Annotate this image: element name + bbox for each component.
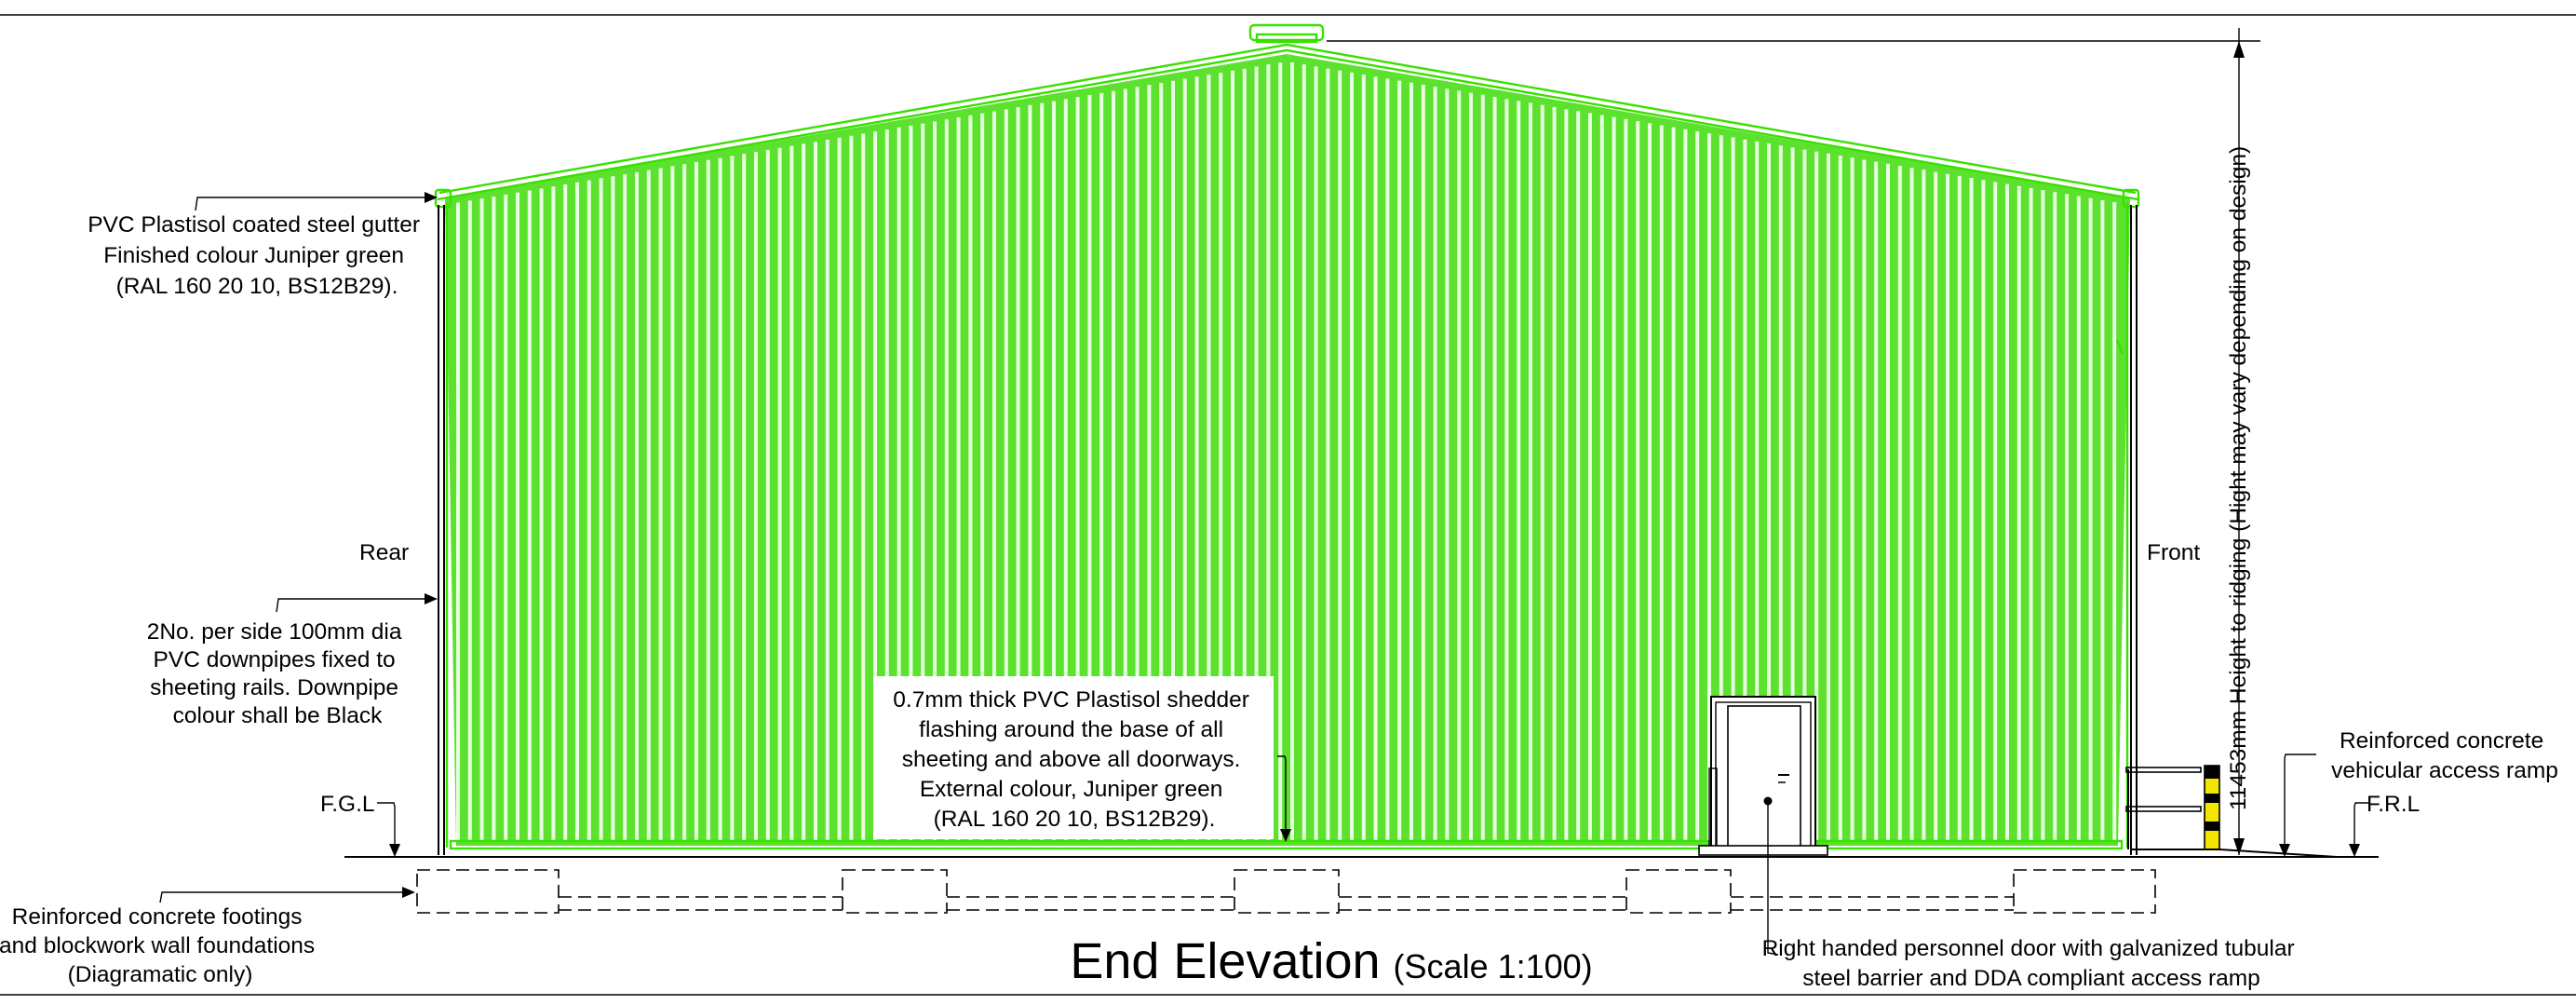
drawing-title: End Elevation [1070,933,1380,989]
flashing-leader-arrow [1280,829,1291,842]
flashing-note-line-2: flashing around the base of all [919,717,1223,742]
ridge-vent [1248,23,1325,42]
frl-leader [2353,802,2369,855]
flashing-note-line-4: External colour, Juniper green [920,777,1223,802]
door-leader [1767,801,1779,956]
foundations [416,869,2156,914]
gutter-note: PVC Plastisol coated steel gutter Finish… [88,212,426,299]
drawing-title-block: End Elevation (Scale 1:100) [1070,933,1592,989]
footings-note-line-2: and blockwork wall foundations [0,933,315,958]
bollard-band-2 [2205,794,2219,803]
door-leaf [1727,705,1801,849]
footings-leader [159,891,411,903]
ramp-note-line-1: Reinforced concrete [2340,728,2543,754]
gutter-note-line-1: PVC Plastisol coated steel gutter [88,212,420,238]
fgl-leader [377,802,396,855]
frl-arrow [2349,844,2360,857]
rear-label: Rear [359,540,409,565]
bollard-band-3 [2205,822,2219,831]
dimension-arrow-top [2233,41,2245,58]
footings-note-line-1: Reinforced concrete footings [12,904,303,930]
personnel-door [1698,696,1828,856]
gutter-leader [195,197,436,211]
ridge-cap [1255,33,1318,44]
flashing-note-background [873,676,1274,839]
footings-callout: Reinforced concrete footings and blockwo… [0,887,415,987]
fgl-arrow [389,844,400,857]
downpipe-note: 2No. per side 100mm dia PVC downpipes fi… [147,619,409,728]
gutter-leader-arrow [425,192,438,203]
drawing-scale: (Scale 1:100) [1394,947,1593,985]
front-label: Front [2147,540,2200,565]
footing-4 [1625,869,1732,914]
flashing-leader [1277,755,1287,838]
ramp-slope [2132,849,2338,858]
barrier-top-rail [2125,767,2202,773]
shedder-flashing [449,839,2124,850]
door-note-line-1: Right handed personnel door with galvani… [1762,936,2295,961]
building-cladding [434,23,2140,850]
barrier-mid-rail [2125,806,2202,812]
downpipe-note-line-2: PVC downpipes fixed to [154,647,396,672]
footing-2 [842,869,948,914]
footing-5 [2013,869,2156,914]
downpipe-callout: 2No. per side 100mm dia PVC downpipes fi… [147,593,438,728]
frl-marker: F.R.L [2349,792,2420,857]
flashing-note-line-1: 0.7mm thick PVC Plastisol shedder [893,687,1249,713]
footing-3 [1234,869,1340,914]
footings-note-line-3: (Diagramatic only) [68,962,253,987]
downpipe-leader-arrow [425,593,438,604]
door-note: Right handed personnel door with galvani… [1762,936,2301,991]
gutter-note-line-3: (RAL 160 20 10, BS12B29). [116,274,398,299]
downpipe-note-line-3: sheeting rails. Downpipe [150,675,398,700]
side-bracket [2115,339,2124,355]
cladding-ribs [456,62,2117,840]
footings-leader-arrow [402,887,415,898]
downpipe-note-line-4: colour shall be Black [173,703,383,728]
ramp-note-line-2: vehicular access ramp [2331,758,2558,783]
dimension-arrow-bottom [2233,838,2245,855]
fgl-label: F.G.L [320,792,375,817]
flashing-note-line-3: sheeting and above all doorways. [902,747,1241,772]
downpipe-note-line-1: 2No. per side 100mm dia [147,619,402,645]
downpipe-leader [276,598,436,613]
height-dimension-label: 11453mm Height to ridging (Hight may var… [2226,146,2251,810]
ramp-note: Reinforced concrete vehicular access ram… [2331,728,2558,783]
ramp-leader-arrow [2279,844,2290,857]
flashing-note-line-5: (RAL 160 20 10, BS12B29). [934,807,1216,832]
frl-label: F.R.L [2367,792,2420,817]
door-step [1698,845,1828,856]
access-ramp [2125,765,2338,858]
gutter-callout: PVC Plastisol coated steel gutter Finish… [88,192,438,299]
door-callout: Right handed personnel door with galvani… [1762,796,2301,991]
flashing-callout: 0.7mm thick PVC Plastisol shedder flashi… [873,676,1291,842]
footing-1 [416,869,560,914]
gutter-note-line-2: Finished colour Juniper green [103,243,404,268]
bollard-band-1 [2205,766,2219,779]
door-note-line-2: steel barrier and DDA compliant access r… [1802,966,2260,991]
roof-verge-outline-upper [438,43,2137,195]
fgl-marker: F.G.L [320,792,400,857]
ramp-leader [2284,754,2316,855]
roof-verge-outline [437,48,2138,201]
flashing-note: 0.7mm thick PVC Plastisol shedder flashi… [893,687,1255,832]
ramp-callout: Reinforced concrete vehicular access ram… [2279,728,2558,857]
footings-note: Reinforced concrete footings and blockwo… [0,904,321,987]
height-dimension: 11453mm Height to ridging (Hight may var… [1327,28,2260,855]
downpipes [438,205,2138,855]
